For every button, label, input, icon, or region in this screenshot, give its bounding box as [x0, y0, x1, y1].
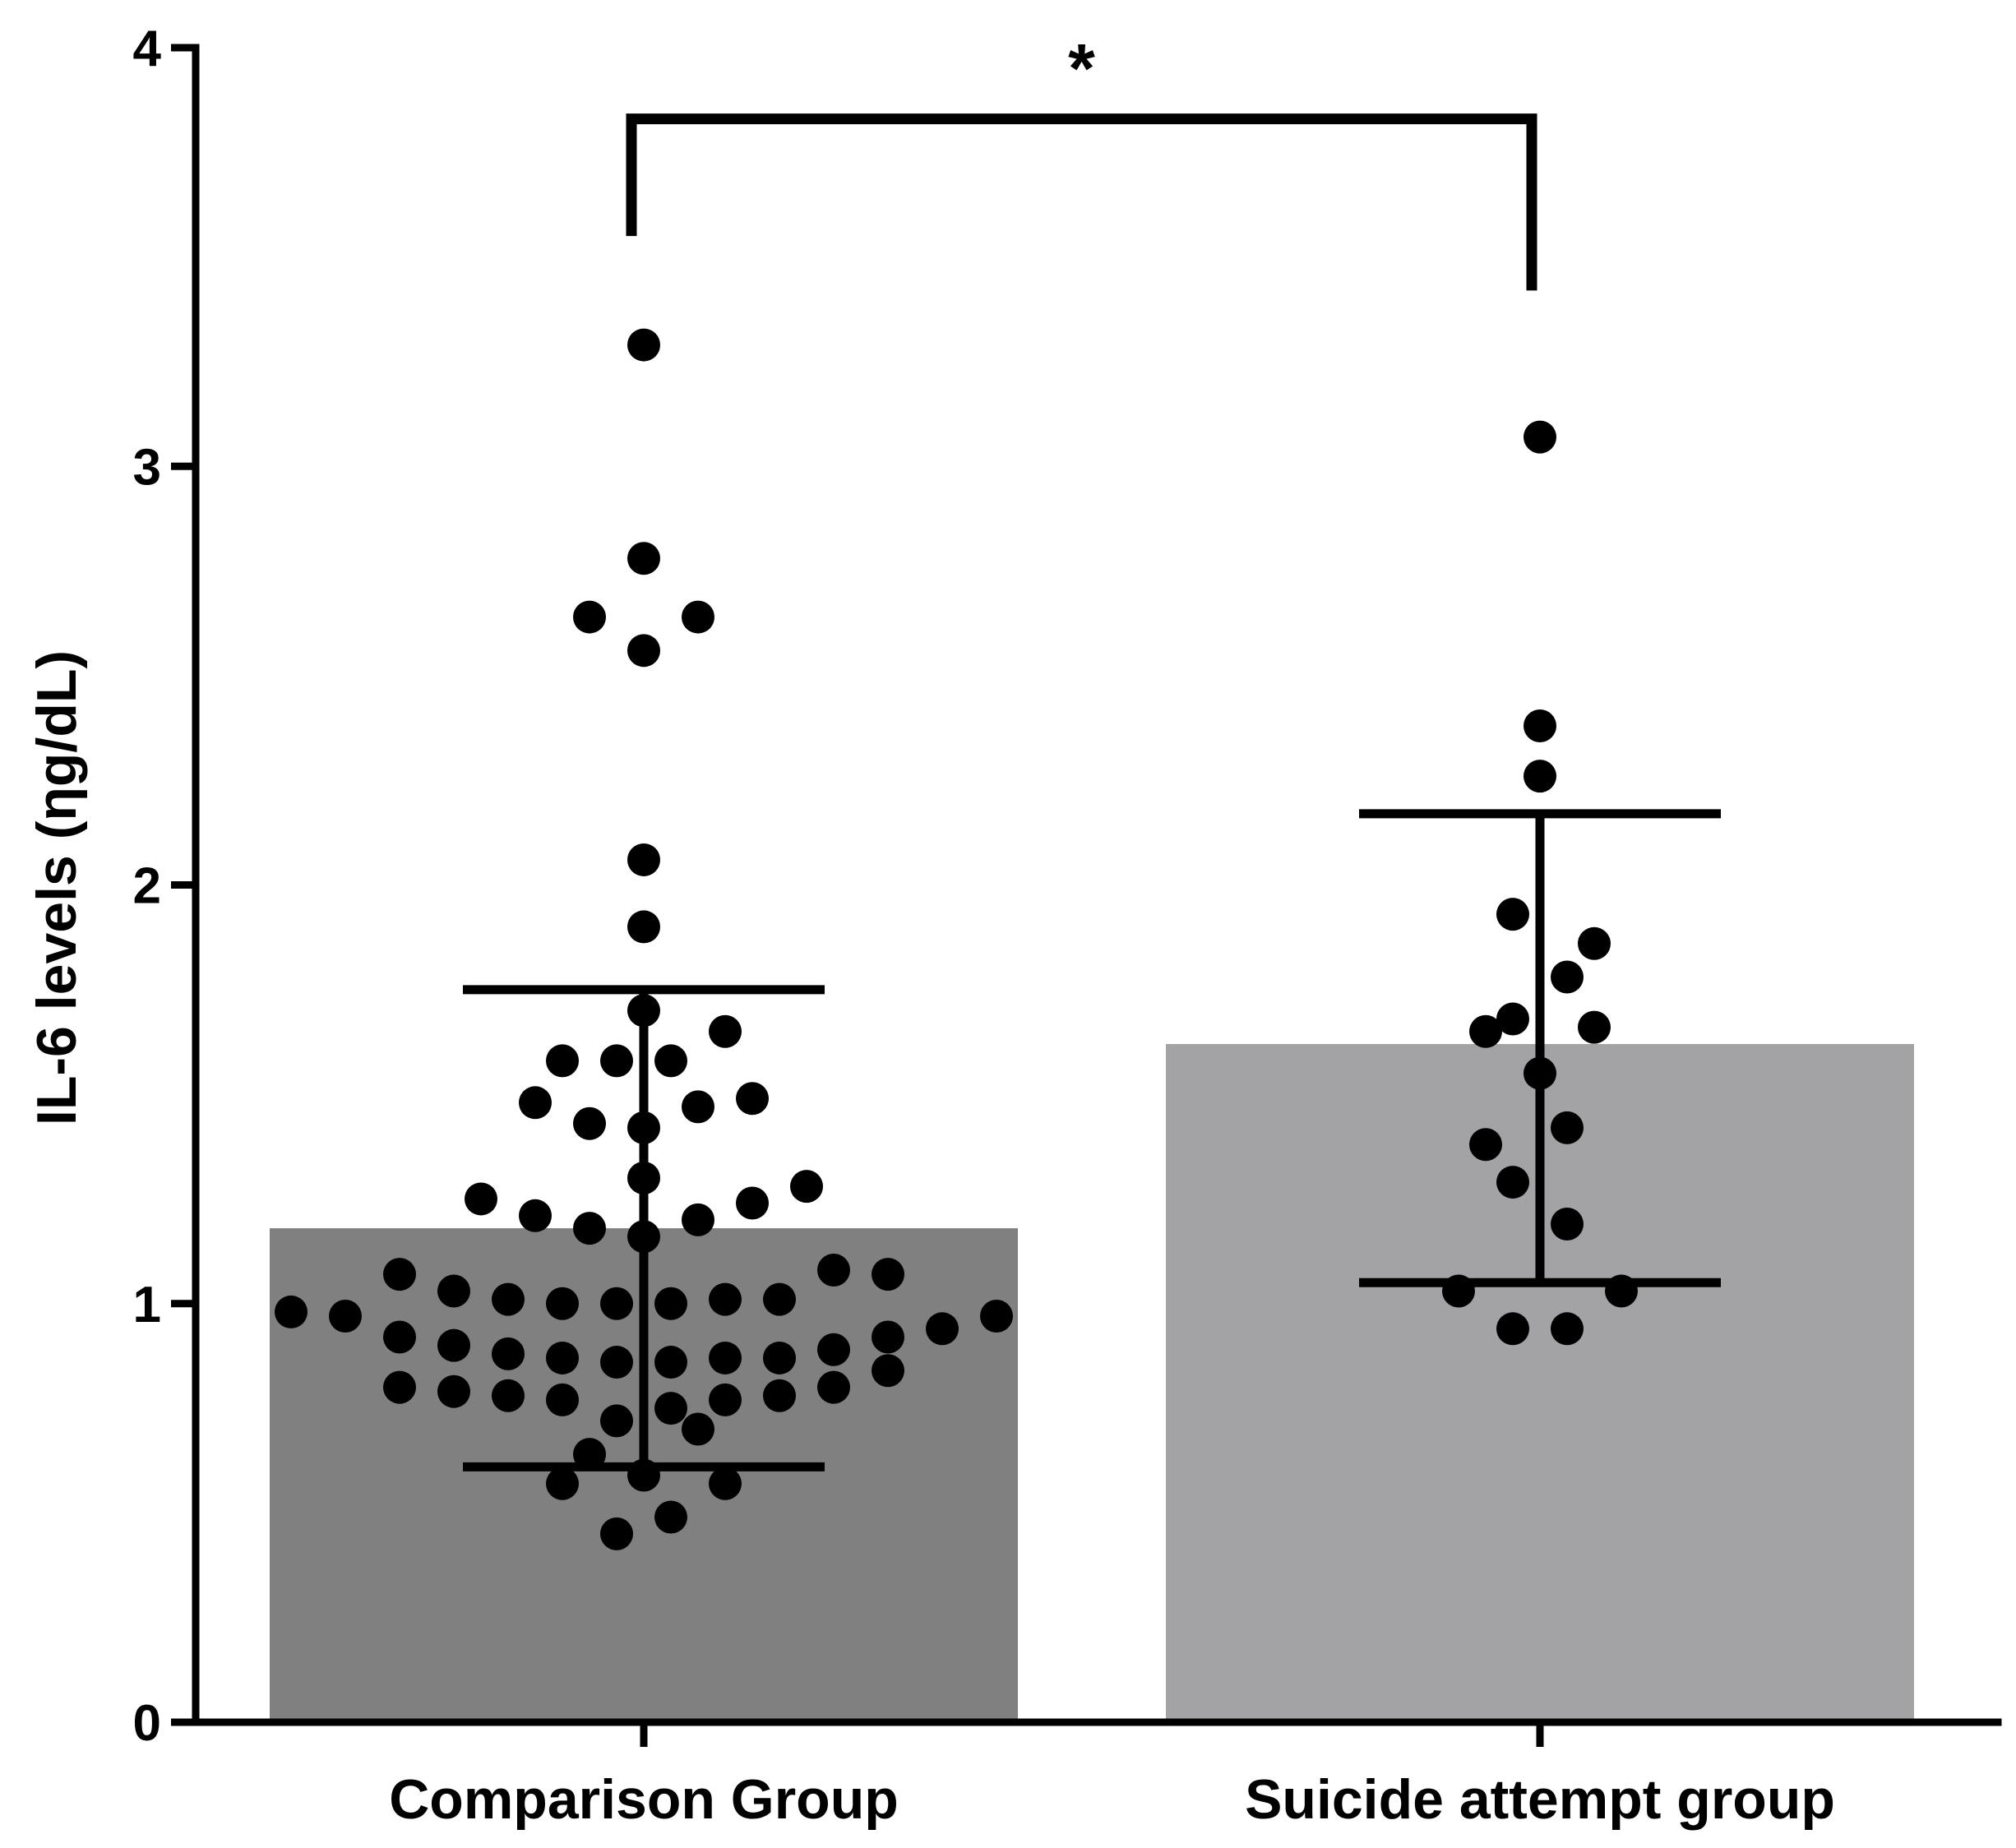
- data-point-g0-14: [682, 1090, 714, 1124]
- data-point-g1-13: [1551, 1207, 1584, 1240]
- data-point-g0-31: [763, 1282, 796, 1316]
- data-point-g0-37: [980, 1300, 1013, 1333]
- data-point-g0-12: [519, 1086, 552, 1120]
- data-point-g1-6: [1496, 1002, 1529, 1036]
- data-point-g0-21: [519, 1199, 552, 1232]
- data-point-g0-18: [790, 1170, 823, 1204]
- data-point-g0-20: [736, 1186, 769, 1220]
- data-point-g0-56: [709, 1383, 742, 1416]
- data-point-g0-54: [763, 1379, 796, 1412]
- data-point-g0-47: [600, 1346, 633, 1379]
- data-point-g0-50: [383, 1370, 416, 1404]
- data-point-g1-0: [1524, 420, 1556, 454]
- data-point-g0-0: [627, 328, 660, 362]
- data-point-g0-62: [546, 1467, 579, 1500]
- data-point-g0-52: [817, 1370, 850, 1404]
- ticks-layer: 0 1 2 3 4 Comparison Group Suicide attempt gro…: [133, 21, 1835, 1831]
- data-point-g0-65: [600, 1517, 633, 1550]
- data-point-g0-58: [600, 1404, 633, 1438]
- data-point-g1-10: [1551, 1111, 1584, 1144]
- data-point-g0-40: [872, 1320, 904, 1354]
- data-point-g0-63: [709, 1467, 742, 1500]
- data-point-g0-11: [654, 1044, 687, 1078]
- data-point-g0-42: [817, 1333, 850, 1366]
- y-tick-label-1: 1: [133, 1277, 161, 1333]
- data-point-g0-59: [682, 1412, 714, 1446]
- data-point-g0-34: [654, 1287, 687, 1320]
- data-point-g1-12: [1496, 1166, 1529, 1199]
- data-point-g0-45: [709, 1341, 742, 1374]
- y-tick-label-4: 4: [133, 21, 162, 77]
- data-point-g0-48: [654, 1346, 687, 1379]
- data-point-g0-5: [627, 843, 660, 876]
- data-point-g1-16: [1496, 1312, 1529, 1346]
- data-point-g0-2: [573, 600, 606, 634]
- data-point-g0-64: [654, 1500, 687, 1534]
- data-point-g1-2: [1524, 760, 1556, 793]
- data-point-g0-36: [329, 1300, 362, 1333]
- data-point-g1-4: [1578, 926, 1611, 960]
- data-point-g0-9: [546, 1044, 579, 1078]
- data-point-g0-41: [437, 1328, 470, 1362]
- significance-asterisk: *: [1068, 30, 1095, 107]
- data-point-g0-35: [275, 1295, 307, 1328]
- data-point-g0-51: [437, 1374, 470, 1408]
- data-point-g0-28: [437, 1274, 470, 1308]
- y-axis-title: IL-6 levels (ηg/dL): [25, 650, 88, 1125]
- data-point-g0-6: [627, 910, 660, 944]
- y-tick-label-2: 2: [133, 858, 161, 915]
- data-point-g0-44: [546, 1341, 579, 1374]
- data-point-g0-46: [763, 1341, 796, 1374]
- data-point-g1-17: [1551, 1312, 1584, 1346]
- data-point-g0-3: [682, 600, 714, 634]
- significance-bracket: *: [626, 30, 1537, 291]
- data-point-g0-38: [926, 1312, 959, 1346]
- data-point-g0-8: [709, 1014, 742, 1048]
- error-bars-layer: [463, 809, 1721, 1471]
- data-point-g0-13: [736, 1082, 769, 1116]
- data-point-g1-8: [1578, 1010, 1611, 1044]
- category-label-0: Comparison Group: [389, 1768, 899, 1831]
- data-point-g0-57: [654, 1392, 687, 1425]
- data-point-g0-30: [709, 1282, 742, 1316]
- data-point-g1-7: [1469, 1014, 1502, 1048]
- data-point-g0-32: [546, 1287, 579, 1320]
- data-point-g0-29: [492, 1282, 525, 1316]
- category-label-1: Suicide attempt group: [1245, 1768, 1835, 1831]
- data-point-g0-22: [682, 1203, 714, 1236]
- data-point-g0-39: [383, 1320, 416, 1354]
- y-tick-label-3: 3: [133, 439, 161, 496]
- data-point-g0-33: [600, 1287, 633, 1320]
- data-point-g0-55: [546, 1383, 579, 1416]
- data-point-g0-19: [465, 1182, 497, 1216]
- y-tick-label-0: 0: [133, 1695, 161, 1752]
- data-point-g1-5: [1551, 960, 1584, 994]
- points-layer: [275, 328, 1638, 1550]
- data-point-g1-3: [1496, 898, 1529, 931]
- data-point-g0-23: [573, 1212, 606, 1245]
- data-point-g1-11: [1469, 1128, 1502, 1162]
- data-point-g0-43: [492, 1337, 525, 1370]
- significance-bracket-line: [626, 113, 1537, 291]
- data-point-g0-26: [817, 1254, 850, 1287]
- data-point-g0-53: [492, 1379, 525, 1412]
- data-point-g0-1: [627, 542, 660, 575]
- data-point-g0-25: [383, 1258, 416, 1291]
- data-point-g0-49: [872, 1354, 904, 1388]
- data-point-g0-10: [600, 1044, 633, 1078]
- data-point-g0-15: [573, 1106, 606, 1140]
- data-point-g0-27: [872, 1258, 904, 1291]
- data-point-g1-1: [1524, 709, 1556, 742]
- data-point-g0-4: [627, 634, 660, 668]
